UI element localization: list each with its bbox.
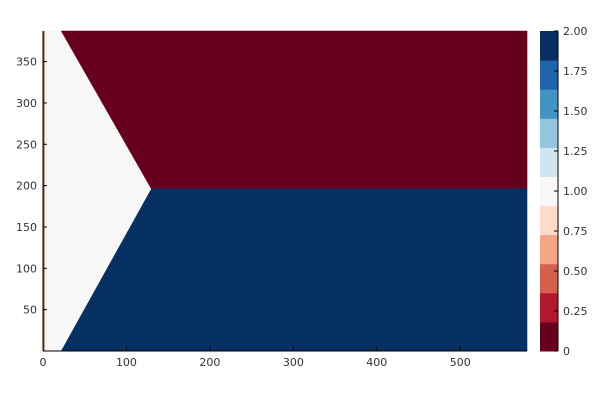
- y-tick-label: 100: [16, 262, 37, 275]
- colorbar-bin-6: [540, 147, 558, 177]
- x-tick-label: 200: [199, 356, 220, 369]
- colorbar: 0 0.25 0.50 0.75 1.00 1.25 1.50 1.75 2.00: [540, 25, 588, 358]
- colorbar-bin-2: [540, 263, 558, 294]
- y-tick-label: 350: [16, 56, 37, 69]
- colorbar-tick-label: 1.50: [563, 105, 588, 118]
- colorbar-bin-5: [540, 176, 558, 207]
- colorbar-bin-10: [540, 31, 558, 61]
- colorbar-bin-0: [540, 321, 558, 352]
- y-tick-label: 200: [16, 180, 37, 193]
- colorbar-bin-3: [540, 234, 558, 265]
- colorbar-bin-4: [540, 205, 558, 236]
- y-tick-label: 300: [16, 97, 37, 110]
- colorbar-bin-7: [540, 118, 558, 148]
- colorbar-bin-8: [540, 89, 558, 119]
- colorbar-tick-label: 0.25: [563, 305, 588, 318]
- x-tick-label: 400: [366, 356, 387, 369]
- x-axis: 0 100 200 300 400 500: [40, 347, 527, 369]
- colorbar-tick-label: 0.50: [563, 265, 588, 278]
- x-tick-label: 100: [116, 356, 137, 369]
- plot-area: [42, 30, 528, 352]
- colorbar-tick-label: 0.75: [563, 225, 588, 238]
- x-tick-label: 500: [450, 356, 471, 369]
- x-tick-label: 300: [283, 356, 304, 369]
- colorbar-tick-label: 1.25: [563, 145, 588, 158]
- colorbar-bin-9: [540, 60, 558, 90]
- colorbar-tick-label: 1.75: [563, 65, 588, 78]
- y-axis: 50 100 150 200 250 300 350: [16, 31, 47, 351]
- y-tick-label: 150: [16, 221, 37, 234]
- colorbar-tick-label: 2.00: [563, 25, 588, 38]
- x-tick-label: 0: [40, 356, 47, 369]
- colorbar-tick-label: 1.00: [563, 185, 588, 198]
- y-tick-label: 250: [16, 138, 37, 151]
- colorbar-tick-label: 0: [563, 345, 570, 358]
- y-tick-label: 50: [23, 304, 37, 317]
- colorbar-bin-1: [540, 292, 558, 323]
